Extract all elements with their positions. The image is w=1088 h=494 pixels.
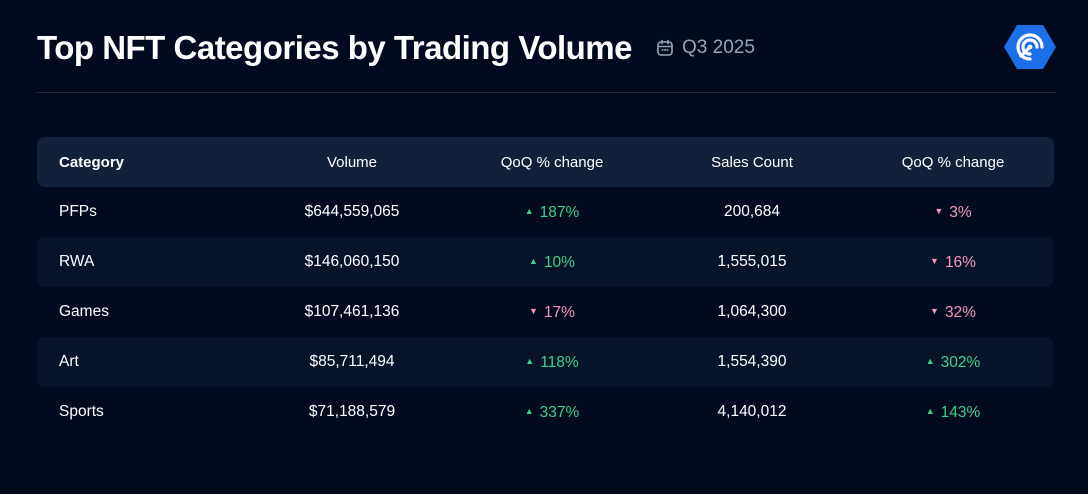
category-cell: Art [59,353,79,370]
column-header-volume-change: QoQ % change [500,153,604,171]
sales-count-cell: 1,554,390 [717,353,787,370]
table-row: Sports $71,188,579 ▲ 337% 4,140,012 ▲ 143% [37,387,1054,437]
change-value: 16% [944,253,976,271]
column-header-volume: Volume [326,153,378,171]
change-value: 187% [539,203,580,221]
brand-logo-icon [1004,25,1056,69]
arrow-up-icon: ▲ [529,256,538,267]
sales-change-cell: ▲ 302% [852,352,1054,372]
change-indicator: ▲ 10% [529,254,575,272]
change-value: 302% [940,353,981,371]
change-indicator: ▼ 16% [930,254,976,272]
period-text: Q3 2025 [682,37,755,58]
change-value: 10% [543,253,575,271]
change-indicator: ▲ 118% [525,354,578,372]
change-indicator: ▲ 337% [525,404,580,422]
table-header-row: Category Volume QoQ % change Sales Count… [37,137,1054,187]
volume-change-cell: ▲ 187% [452,202,652,222]
category-cell: Games [59,303,109,320]
volume-change-cell: ▲ 118% [452,352,652,372]
arrow-down-icon: ▼ [930,256,939,267]
arrow-up-icon: ▲ [524,206,534,217]
arrow-up-icon: ▲ [925,356,935,367]
period-label: Q3 2025 [656,37,755,59]
sales-change-cell: ▼ 32% [852,302,1054,322]
sales-count-cell: 1,064,300 [717,303,787,320]
arrow-up-icon: ▲ [524,406,534,417]
header-divider [37,92,1056,93]
arrow-up-icon: ▲ [925,406,935,417]
change-value: 17% [543,303,575,321]
sales-change-cell: ▼ 3% [852,202,1054,222]
change-indicator: ▼ 3% [934,204,971,222]
arrow-up-icon: ▲ [525,356,535,367]
volume-cell: $146,060,150 [304,253,400,270]
sales-count-cell: 200,684 [723,203,781,220]
table-row: Art $85,711,494 ▲ 118% 1,554,390 ▲ 302% [37,337,1054,387]
column-header-sales-change: QoQ % change [901,153,1005,171]
arrow-down-icon: ▼ [529,306,538,317]
change-value: 337% [539,403,580,421]
change-value: 32% [944,303,976,321]
change-indicator: ▼ 17% [529,304,575,322]
volume-cell: $85,711,494 [309,353,395,370]
volume-change-cell: ▲ 10% [452,252,652,272]
volume-cell: $71,188,579 [308,403,396,420]
header: Top NFT Categories by Trading Volume Q3 … [37,28,1057,68]
change-indicator: ▼ 32% [930,304,976,322]
categories-table: Category Volume QoQ % change Sales Count… [37,137,1054,437]
volume-cell: $107,461,136 [304,303,400,320]
table-row: PFPs $644,559,065 ▲ 187% 200,684 ▼ 3% [37,187,1054,237]
category-cell: Sports [59,403,104,420]
volume-change-cell: ▲ 337% [452,402,652,422]
sales-count-cell: 4,140,012 [717,403,787,420]
calendar-icon [657,39,673,56]
change-indicator: ▲ 143% [926,404,981,422]
volume-cell: $644,559,065 [304,203,400,220]
table-row: RWA $146,060,150 ▲ 10% 1,555,015 ▼ 16% [37,237,1054,287]
change-value: 118% [540,353,579,371]
category-cell: RWA [59,253,95,270]
volume-change-cell: ▼ 17% [452,302,652,322]
change-indicator: ▲ 187% [525,204,580,222]
sales-count-cell: 1,555,015 [717,253,787,270]
table-row: Games $107,461,136 ▼ 17% 1,064,300 ▼ 32% [37,287,1054,337]
page-title: Top NFT Categories by Trading Volume [37,29,633,66]
change-value: 143% [940,403,981,421]
sales-change-cell: ▲ 143% [852,402,1054,422]
change-value: 3% [949,203,972,221]
category-cell: PFPs [59,203,97,220]
sales-change-cell: ▼ 16% [852,252,1054,272]
arrow-down-icon: ▼ [934,206,944,217]
change-indicator: ▲ 302% [926,354,981,372]
column-header-sales-count: Sales Count [711,153,793,171]
column-header-category: Category [59,153,125,171]
arrow-down-icon: ▼ [930,306,939,317]
